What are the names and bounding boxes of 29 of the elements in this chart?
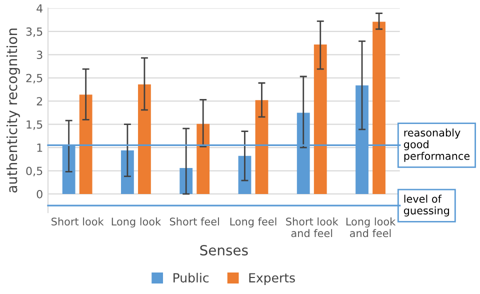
legend-label: Experts (249, 273, 295, 285)
y-tick-label: 2 (36, 97, 42, 106)
y-tick-label: 4 (36, 4, 43, 12)
y-tick-label: 0 (36, 190, 42, 198)
ref-line-label: reasonably good performance (404, 128, 470, 162)
x-tick-label: Short look (52, 217, 104, 226)
y-tick-label: 0,5 (26, 166, 42, 176)
bar (196, 124, 210, 194)
bar (372, 22, 386, 194)
bar (255, 100, 268, 194)
y-tick-label: 2,5 (26, 74, 42, 84)
x-tick-label: Short look and feel (286, 217, 338, 238)
y-axis-title: authenticity recognition (6, 28, 20, 193)
x-axis-title: Senses (200, 244, 248, 256)
bar (238, 156, 252, 194)
x-tick-label: Long look and feel (346, 217, 396, 238)
bar (314, 44, 327, 194)
y-tick-label: 3,5 (26, 27, 42, 37)
x-tick-label: Short feel (170, 217, 219, 226)
ref-line-label: level of guessing (404, 194, 449, 216)
bar (121, 150, 134, 194)
y-tick-label: 1 (37, 144, 42, 152)
y-tick-label: 3 (36, 50, 42, 60)
bar (138, 84, 151, 194)
y-tick-label: 1,5 (26, 120, 42, 130)
x-tick-label: Long feel (230, 217, 276, 228)
x-tick-label: Long look (112, 217, 162, 228)
bar (79, 94, 92, 194)
legend-label: Public (174, 272, 209, 283)
